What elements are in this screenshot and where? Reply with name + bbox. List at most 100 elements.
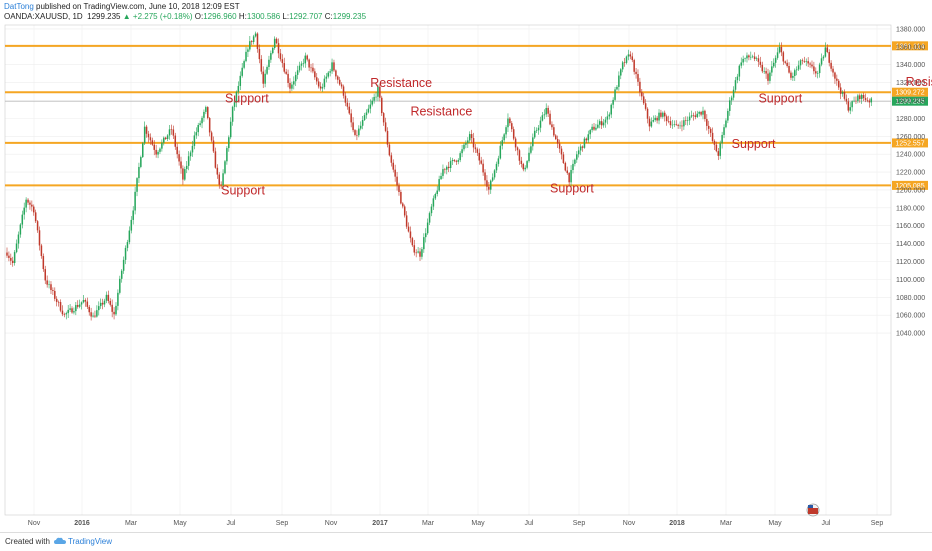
candle-body [191, 145, 194, 153]
candle-body [367, 108, 370, 113]
candle-body [166, 135, 169, 139]
candle-body [658, 112, 660, 121]
candle-body [774, 57, 777, 63]
candle-body [662, 112, 664, 117]
candle-body [715, 144, 718, 152]
open-label: O: [194, 12, 204, 21]
candle-body [113, 311, 115, 315]
candle-body [474, 147, 477, 150]
candle-body [736, 76, 739, 81]
candle-body [279, 53, 282, 60]
candle-body [639, 81, 641, 93]
candle-body [256, 33, 259, 50]
candle-body [264, 73, 266, 84]
candle-body [717, 151, 720, 156]
candle-body [679, 125, 681, 127]
candle-body [333, 62, 335, 71]
open-value: 1296.960 [203, 12, 237, 21]
annotation-label: Support [550, 182, 594, 196]
candle-body [306, 55, 308, 60]
candle-body [560, 148, 563, 155]
ohlc-line: OANDA:XAUUSD, 1D 1299.235 ▲ +2.275 (+0.1… [4, 12, 366, 22]
candle-body [853, 100, 855, 102]
candle-body [539, 120, 542, 128]
candle-body [535, 130, 538, 131]
candle-body [532, 137, 534, 147]
level-tag [892, 87, 928, 97]
candle-body [665, 116, 668, 122]
candle-body [216, 167, 219, 175]
candle-body [583, 138, 586, 148]
candle-body [358, 128, 360, 136]
candle-body [283, 63, 286, 72]
price-axis[interactable]: 1040.000 1060.000 1080.000 1100.000 1120.000… [896, 26, 925, 337]
candle-body [382, 113, 385, 123]
candle-body [99, 302, 102, 307]
x-tick-label: Mar [125, 520, 138, 527]
candle-body [547, 107, 549, 114]
candle-body [841, 92, 844, 94]
candle-body [312, 67, 314, 72]
candle-body [470, 134, 473, 139]
annotation-label: Resistance [370, 76, 432, 90]
y-tick-label: 1260.000 [896, 134, 925, 141]
candle-body [11, 260, 14, 264]
candle-body [839, 87, 842, 94]
candle-body [19, 224, 22, 235]
candle-body [98, 306, 100, 311]
time-axis[interactable]: Nov 2016 Mar May Jul Sep Nov 2017 Mar May Jul Sep No… [28, 520, 884, 527]
candle-body [446, 166, 448, 170]
candle-body [315, 77, 318, 82]
candle-body [822, 56, 825, 59]
candle-body [260, 59, 263, 72]
candle-body [604, 119, 607, 123]
candle-body [484, 172, 486, 181]
candle-body [359, 125, 362, 129]
candle-body [847, 101, 850, 111]
candle-body [522, 163, 525, 170]
candle-body [574, 159, 576, 164]
candle-body [287, 73, 289, 83]
candle-body [436, 190, 438, 194]
candle-body [526, 161, 528, 168]
candle-body [86, 301, 89, 307]
candle-body [375, 96, 377, 98]
candle-body [31, 204, 33, 207]
price-chart[interactable]: 1361.114 1309.272 1252.557 1205.085 1299.235… [0, 0, 932, 532]
candle-body [820, 58, 823, 65]
candle-body [130, 219, 133, 231]
flag-icon[interactable] [806, 503, 820, 517]
candle-body [663, 112, 666, 117]
candle-body [486, 180, 488, 187]
candle-body [207, 107, 209, 118]
candle-body [797, 65, 800, 70]
candle-body [247, 49, 249, 52]
author-name[interactable]: DatTong [4, 2, 34, 11]
candle-body [340, 84, 343, 87]
candle-body [285, 71, 287, 74]
tradingview-brand[interactable]: TradingView [68, 537, 113, 546]
candle-body [365, 112, 368, 116]
candle-body [480, 160, 482, 164]
candle-body [713, 140, 716, 145]
candle-body [606, 116, 609, 120]
candle-body [373, 96, 375, 101]
candle-body [136, 178, 138, 192]
candle-body [258, 49, 261, 60]
candle-body [170, 129, 173, 130]
candle-body [417, 251, 419, 253]
candle-body [252, 36, 255, 43]
candle-body [75, 305, 77, 312]
candle-body [36, 221, 39, 231]
candle-body [656, 117, 658, 121]
candle-body [621, 62, 624, 70]
candle-body [23, 207, 25, 215]
candle-body [807, 61, 809, 64]
candle-body [300, 63, 303, 66]
candle-body [514, 138, 517, 148]
candle-body [379, 86, 381, 98]
candle-body [650, 121, 653, 127]
candle-body [21, 214, 24, 225]
annotation-label: Resistance [410, 105, 472, 119]
candle-body [310, 67, 312, 69]
